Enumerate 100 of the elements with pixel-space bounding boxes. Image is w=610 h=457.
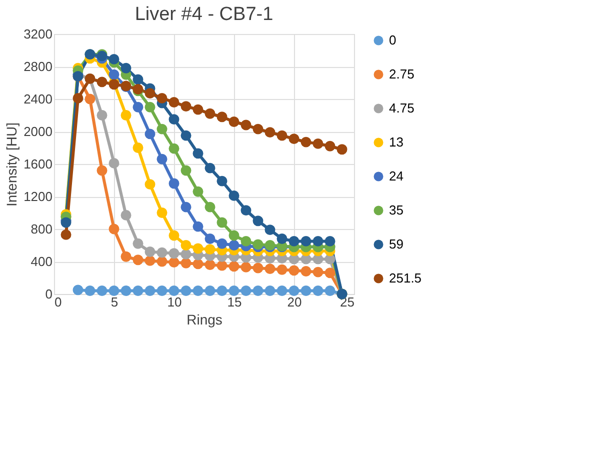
point (192, 186, 204, 197)
point (300, 236, 312, 246)
point (168, 248, 180, 259)
point (180, 165, 192, 176)
point (312, 138, 324, 149)
point (204, 286, 216, 296)
point (216, 112, 228, 122)
point (144, 179, 156, 190)
point (144, 102, 156, 112)
legend-label: 251.5 (389, 270, 422, 286)
point (96, 286, 108, 296)
point (240, 286, 252, 296)
point (324, 236, 336, 246)
point (264, 127, 276, 138)
point (60, 229, 72, 240)
point (156, 286, 168, 296)
point (168, 230, 180, 241)
point (96, 110, 108, 120)
point (288, 236, 300, 246)
point (228, 261, 240, 272)
y-tick-label: 1600 (24, 156, 52, 172)
point (192, 286, 204, 296)
point (336, 144, 348, 155)
point (288, 265, 300, 276)
point (132, 238, 144, 249)
point (120, 210, 132, 220)
point (228, 240, 240, 250)
y-tick-label: 800 (30, 222, 52, 236)
point (120, 286, 132, 296)
point (120, 110, 132, 120)
point (132, 102, 144, 112)
point (180, 130, 192, 141)
point (228, 116, 240, 127)
point (84, 286, 96, 296)
point (120, 62, 132, 74)
point (180, 202, 192, 212)
point (168, 257, 180, 268)
point (180, 286, 192, 296)
point (180, 258, 192, 268)
y-tick-label: 2400 (24, 92, 52, 106)
point (84, 94, 96, 104)
legend-label: 24 (389, 168, 404, 184)
point (192, 243, 204, 254)
y-axis-title: Intensity [HU] (4, 122, 20, 207)
point (324, 286, 336, 296)
point (168, 114, 180, 125)
legend-label: 2.75 (389, 66, 414, 82)
point (72, 92, 84, 104)
point (312, 236, 324, 246)
x-axis-title: Rings (186, 312, 222, 328)
point (252, 124, 264, 134)
point (192, 104, 204, 115)
x-tick-label: 10 (167, 294, 182, 310)
point (108, 54, 120, 64)
point (144, 88, 156, 99)
point (300, 286, 312, 296)
point (108, 69, 120, 80)
point (156, 208, 168, 218)
x-tick-label: 20 (287, 294, 302, 310)
point (228, 190, 240, 201)
point (276, 286, 288, 296)
point (108, 286, 120, 296)
point (240, 236, 252, 246)
legend-label: 13 (389, 134, 404, 150)
point (264, 286, 276, 296)
point (132, 286, 144, 296)
point (228, 230, 240, 241)
point (216, 260, 228, 271)
legend-label: 4.75 (389, 100, 414, 116)
point (216, 286, 228, 296)
point (180, 240, 192, 250)
point (252, 286, 264, 296)
point (324, 140, 336, 152)
x-tick-label: 5 (110, 294, 118, 310)
point (132, 254, 144, 266)
point (96, 165, 108, 176)
point (204, 234, 216, 244)
point (72, 284, 84, 296)
point (192, 221, 204, 232)
point (144, 246, 156, 257)
legend-label: 0 (389, 32, 396, 48)
point (180, 101, 192, 112)
point (204, 108, 216, 119)
point (252, 216, 264, 226)
point (156, 154, 168, 164)
y-tick-label: 400 (30, 254, 52, 269)
point (216, 176, 228, 186)
point (168, 97, 180, 108)
point (156, 92, 168, 104)
legend-label: 35 (389, 202, 404, 218)
point (276, 234, 288, 244)
point (132, 142, 144, 153)
point (252, 239, 264, 250)
point (228, 286, 240, 296)
point (240, 120, 252, 130)
point (276, 264, 288, 275)
point (192, 258, 204, 270)
point (300, 136, 312, 148)
point (144, 128, 156, 140)
point (324, 268, 336, 278)
